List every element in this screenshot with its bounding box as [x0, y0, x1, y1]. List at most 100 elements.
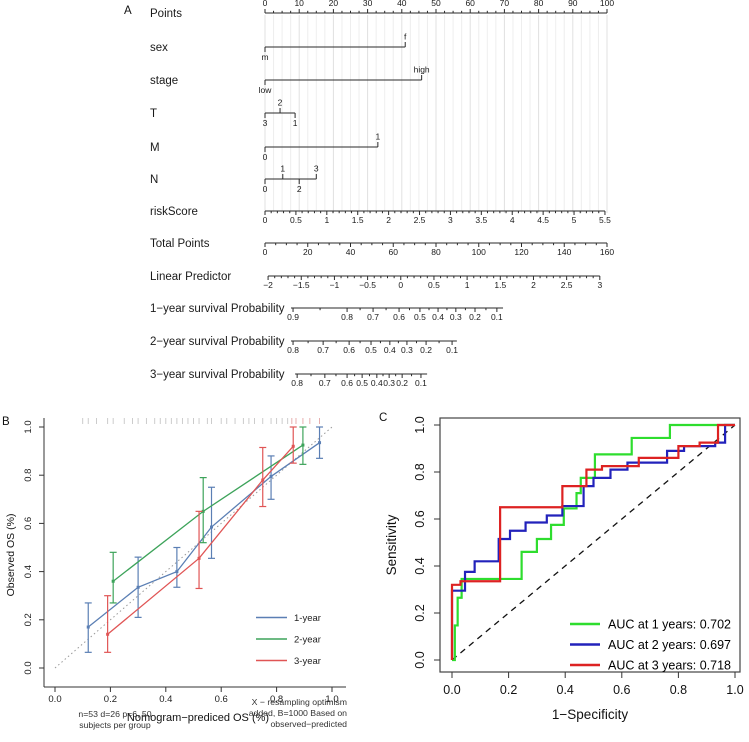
roc-curve-2-year: [450, 423, 735, 660]
nomogram-row-linear-predictor: Linear Predictor −2 −1.5 −1 −0.5 0 0.5 1 1.5 2 2.5…: [150, 271, 602, 290]
svg-text:subjects per group: subjects per group: [79, 720, 151, 730]
svg-text:5: 5: [572, 215, 577, 225]
svg-text:0.5: 0.5: [356, 378, 368, 388]
svg-text:30: 30: [363, 0, 373, 8]
svg-text:0: 0: [263, 184, 268, 194]
svg-text:100: 100: [600, 0, 614, 8]
svg-text:2: 2: [386, 215, 391, 225]
calibration-ideal-line: [54, 426, 333, 669]
svg-text:3−year survival Probability: 3−year survival Probability: [150, 369, 285, 381]
svg-text:m: m: [261, 52, 268, 62]
svg-text:1.5: 1.5: [352, 215, 364, 225]
svg-text:added, B=1000 Based on: added, B=1000 Based on: [249, 708, 347, 718]
svg-text:0: 0: [263, 0, 268, 8]
svg-text:AUC at 2 years: 0.697: AUC at 2 years: 0.697: [608, 638, 731, 652]
svg-text:60: 60: [465, 0, 475, 8]
svg-text:1.0: 1.0: [413, 416, 427, 433]
svg-text:20: 20: [329, 0, 339, 8]
calibration-legend: 1-year 2-year 3-year: [256, 613, 321, 667]
svg-text:0.1: 0.1: [491, 312, 503, 322]
svg-text:0: 0: [263, 152, 268, 162]
svg-text:Points: Points: [150, 8, 182, 20]
svg-text:0.5: 0.5: [290, 215, 302, 225]
svg-text:0: 0: [263, 215, 268, 225]
svg-text:0.2: 0.2: [413, 604, 427, 621]
svg-text:60: 60: [389, 247, 399, 257]
roc-panel: 0.0 0.2 0.4 0.6 0.8 1.0 0.0 0.2 0.4 0.6 0.8 1.0 Sens…: [384, 416, 744, 722]
roc-y-axis-title: Sensitivity: [384, 514, 399, 575]
svg-text:0.2: 0.2: [420, 345, 432, 355]
svg-text:4: 4: [510, 215, 515, 225]
svg-text:2−year survival Probability: 2−year survival Probability: [150, 336, 285, 348]
svg-text:3: 3: [448, 215, 453, 225]
nomogram-row-n: N 0 1 2 3: [150, 164, 319, 195]
svg-text:0.6: 0.6: [413, 510, 427, 527]
svg-text:0.0: 0.0: [413, 651, 427, 668]
svg-text:0.8: 0.8: [341, 312, 353, 322]
svg-text:100: 100: [472, 247, 486, 257]
nomogram-row-points: Points 0 10 20 30 40 50 60 70 80 90 100: [150, 0, 614, 20]
svg-text:1.0: 1.0: [726, 683, 743, 697]
svg-text:2-year: 2-year: [294, 635, 321, 646]
panel-a-label: A: [124, 5, 132, 17]
svg-text:0.4: 0.4: [23, 565, 34, 578]
calibration-y-axis-title: Observed OS (%): [5, 514, 17, 597]
svg-text:riskScore: riskScore: [150, 206, 198, 218]
svg-text:10: 10: [294, 0, 304, 8]
svg-text:observed−predicted: observed−predicted: [270, 719, 347, 729]
svg-text:0.2: 0.2: [500, 683, 517, 697]
svg-text:3: 3: [263, 118, 268, 128]
svg-text:40: 40: [346, 247, 356, 257]
svg-text:2.5: 2.5: [561, 280, 573, 290]
svg-text:3: 3: [314, 164, 319, 174]
svg-text:sex: sex: [150, 42, 168, 54]
svg-text:0.4: 0.4: [432, 312, 444, 322]
svg-text:2: 2: [278, 98, 283, 108]
svg-text:1.0: 1.0: [23, 420, 34, 433]
roc-curve-1-year: [452, 423, 735, 662]
nomogram-gridlines: [264, 15, 608, 213]
svg-text:4.5: 4.5: [537, 215, 549, 225]
svg-text:0.3: 0.3: [450, 312, 462, 322]
svg-text:1−Specificity: 1−Specificity: [552, 707, 628, 722]
svg-text:1-year: 1-year: [294, 613, 321, 624]
svg-text:0.0: 0.0: [23, 661, 34, 674]
svg-text:Linear Predictor: Linear Predictor: [150, 271, 231, 283]
calibration-x-axis-title: Nomogram−prediced OS (%): [127, 712, 269, 724]
svg-text:0.9: 0.9: [287, 312, 299, 322]
svg-text:20: 20: [303, 247, 313, 257]
svg-text:0: 0: [263, 247, 268, 257]
svg-text:0.6: 0.6: [343, 345, 355, 355]
svg-text:1.0: 1.0: [325, 694, 338, 705]
svg-text:0.6: 0.6: [215, 694, 228, 705]
svg-text:1: 1: [324, 215, 329, 225]
svg-text:0.4: 0.4: [159, 694, 172, 705]
svg-text:1−year survival Probability: 1−year survival Probability: [150, 303, 285, 315]
svg-text:90: 90: [568, 0, 578, 8]
svg-text:AUC at 3 years: 0.718: AUC at 3 years: 0.718: [608, 659, 731, 673]
svg-text:0.0: 0.0: [443, 683, 460, 697]
svg-text:0.8: 0.8: [23, 469, 34, 482]
svg-text:0.6: 0.6: [23, 517, 34, 530]
svg-text:2: 2: [531, 280, 536, 290]
svg-text:Nomogram−prediced OS (%): Nomogram−prediced OS (%): [127, 712, 269, 724]
svg-text:Sensitivity: Sensitivity: [384, 514, 399, 575]
svg-text:3-year: 3-year: [294, 656, 321, 667]
svg-text:0.2: 0.2: [469, 312, 481, 322]
svg-text:−1.5: −1.5: [293, 280, 310, 290]
svg-text:stage: stage: [150, 75, 178, 87]
svg-text:n=53 d=26 p=6, 50: n=53 d=26 p=6, 50: [78, 709, 151, 719]
svg-text:0.4: 0.4: [371, 378, 383, 388]
svg-text:0.4: 0.4: [384, 345, 396, 355]
svg-text:0.8: 0.8: [413, 463, 427, 480]
svg-text:0.8: 0.8: [287, 345, 299, 355]
svg-text:120: 120: [514, 247, 528, 257]
calibration-series-2-year: [109, 426, 307, 604]
svg-text:140: 140: [557, 247, 571, 257]
svg-text:0.6: 0.6: [393, 312, 405, 322]
